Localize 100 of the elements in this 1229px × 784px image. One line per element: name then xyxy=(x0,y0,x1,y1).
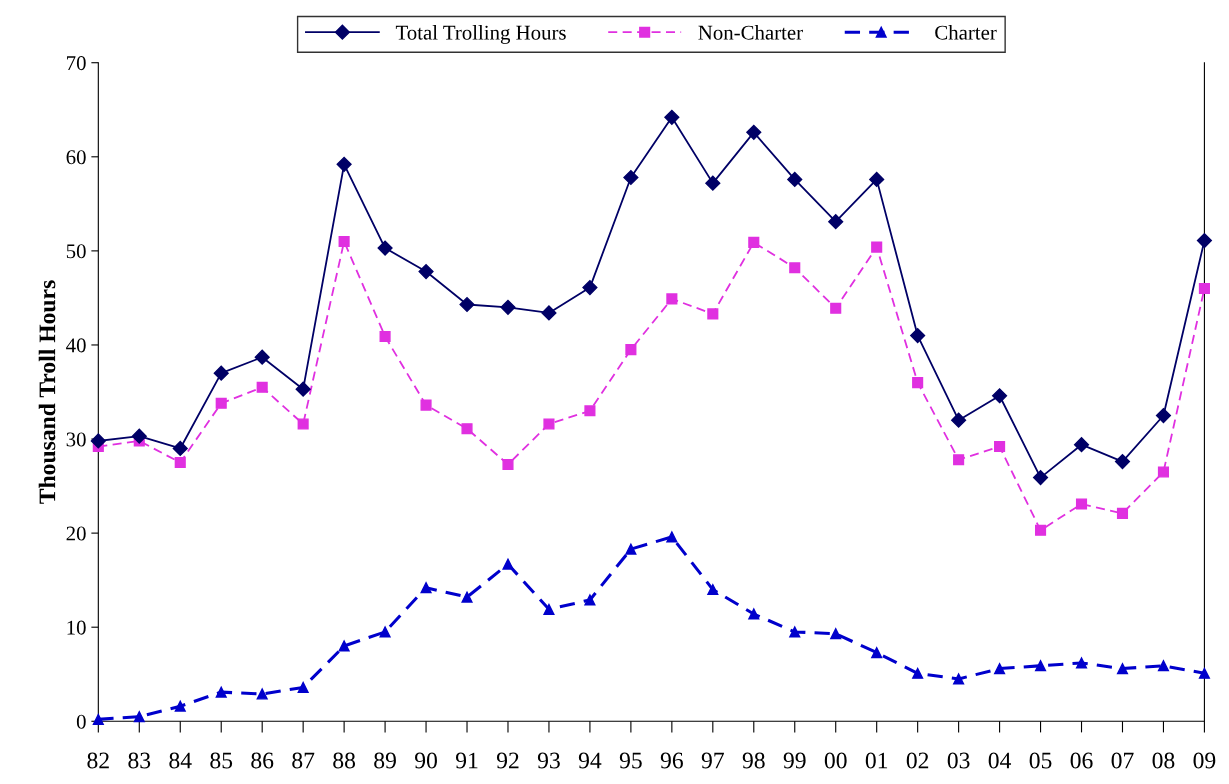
legend-label: Total Trolling Hours xyxy=(395,25,566,44)
point xyxy=(418,264,434,280)
x-tick-label: 01 xyxy=(865,752,888,769)
point xyxy=(789,262,801,274)
point xyxy=(338,235,350,248)
point xyxy=(420,399,432,411)
x-tick-label: 08 xyxy=(1152,752,1175,769)
point xyxy=(502,458,514,470)
point xyxy=(174,457,186,469)
point xyxy=(379,330,391,343)
point xyxy=(1034,660,1047,672)
point xyxy=(910,327,926,344)
point xyxy=(1075,657,1088,669)
point xyxy=(336,156,352,172)
y-tick-label: 40 xyxy=(66,338,86,353)
point xyxy=(256,688,268,700)
point xyxy=(502,558,514,570)
point xyxy=(461,423,473,435)
point xyxy=(379,626,391,638)
x-tick-label: 05 xyxy=(1029,752,1052,769)
point xyxy=(830,302,842,314)
x-tick-label: 86 xyxy=(251,752,274,769)
point xyxy=(707,584,719,596)
y-tick-label: 60 xyxy=(66,150,86,165)
y-tick-label: 70 xyxy=(67,56,86,71)
point xyxy=(953,673,965,685)
x-tick-label: 90 xyxy=(415,752,437,769)
point xyxy=(623,169,639,186)
legend-label: Non-Charter xyxy=(698,25,803,40)
point xyxy=(459,296,475,313)
point xyxy=(543,603,555,615)
point xyxy=(1073,437,1090,453)
point xyxy=(1198,667,1210,679)
legend-label: Charter xyxy=(935,25,997,40)
point xyxy=(377,240,393,256)
point xyxy=(1114,454,1131,470)
point xyxy=(625,543,637,555)
point xyxy=(584,594,596,606)
point xyxy=(215,686,227,698)
y-tick-label: 20 xyxy=(66,526,86,541)
point xyxy=(90,433,106,449)
y-axis-title: Thousand Troll Hours xyxy=(38,280,56,504)
point xyxy=(664,109,680,125)
x-tick-label: 98 xyxy=(742,752,765,769)
x-tick-label: 03 xyxy=(947,752,970,769)
point xyxy=(748,236,760,248)
x-tick-label: 07 xyxy=(1111,752,1134,769)
point xyxy=(1032,470,1049,486)
point xyxy=(584,405,596,417)
point xyxy=(1075,498,1088,510)
x-tick-label: 97 xyxy=(701,752,724,769)
x-tick-label: 94 xyxy=(578,752,602,769)
point xyxy=(254,349,270,365)
point xyxy=(748,608,760,620)
y-tick-label: 30 xyxy=(66,432,86,447)
x-tick-label: 93 xyxy=(537,752,560,769)
point xyxy=(174,700,186,712)
point xyxy=(543,418,555,430)
point xyxy=(500,299,516,315)
point xyxy=(992,388,1008,404)
x-tick-label: 95 xyxy=(619,752,642,769)
point xyxy=(172,440,188,457)
point xyxy=(830,628,842,640)
x-tick-label: 88 xyxy=(333,752,356,769)
point xyxy=(213,365,229,381)
point xyxy=(541,305,557,321)
point xyxy=(1196,232,1212,249)
x-tick-label: 09 xyxy=(1193,752,1216,769)
point xyxy=(1116,663,1129,675)
point xyxy=(789,626,801,638)
x-tick-label: 89 xyxy=(374,752,396,769)
x-tick-label: 00 xyxy=(824,752,847,769)
point xyxy=(295,381,311,397)
point xyxy=(297,418,309,430)
point xyxy=(953,454,965,466)
x-tick-label: 04 xyxy=(988,752,1012,769)
point xyxy=(625,344,637,356)
point xyxy=(133,711,145,723)
point xyxy=(256,381,268,393)
point xyxy=(951,412,967,428)
point xyxy=(1157,466,1170,478)
point xyxy=(215,397,227,409)
point xyxy=(871,647,883,659)
point xyxy=(131,428,147,444)
x-tick-label: 06 xyxy=(1070,752,1093,769)
point xyxy=(666,293,678,305)
point xyxy=(828,214,844,230)
point xyxy=(1157,660,1170,672)
point xyxy=(582,280,598,296)
point xyxy=(1116,507,1129,519)
point xyxy=(994,663,1006,675)
point xyxy=(1034,524,1047,536)
point xyxy=(994,441,1006,453)
x-tick-label: 83 xyxy=(128,752,151,769)
point xyxy=(912,377,924,389)
point xyxy=(1198,282,1210,295)
x-tick-label: 91 xyxy=(455,752,478,769)
x-tick-label: 99 xyxy=(783,752,806,769)
point xyxy=(297,681,309,693)
y-tick-label: 50 xyxy=(66,244,86,259)
